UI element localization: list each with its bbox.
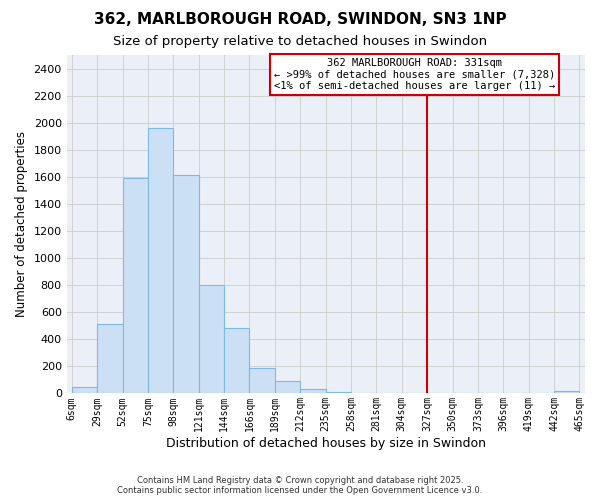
Bar bbox=[224, 328, 250, 394]
Bar bbox=[199, 285, 224, 394]
Text: Contains HM Land Registry data © Crown copyright and database right 2025.
Contai: Contains HM Land Registry data © Crown c… bbox=[118, 476, 482, 495]
Bar bbox=[72, 386, 97, 394]
Y-axis label: Number of detached properties: Number of detached properties bbox=[15, 131, 28, 317]
Text: 362, MARLBOROUGH ROAD, SWINDON, SN3 1NP: 362, MARLBOROUGH ROAD, SWINDON, SN3 1NP bbox=[94, 12, 506, 28]
Bar bbox=[173, 176, 199, 394]
X-axis label: Distribution of detached houses by size in Swindon: Distribution of detached houses by size … bbox=[166, 437, 485, 450]
Bar bbox=[250, 368, 275, 394]
Bar bbox=[554, 392, 580, 394]
Bar bbox=[148, 128, 173, 394]
Bar bbox=[97, 324, 122, 394]
Bar bbox=[326, 392, 351, 394]
Bar bbox=[300, 388, 326, 394]
Text: Size of property relative to detached houses in Swindon: Size of property relative to detached ho… bbox=[113, 35, 487, 48]
Bar bbox=[122, 178, 148, 394]
Bar bbox=[275, 381, 300, 394]
Text: 362 MARLBOROUGH ROAD: 331sqm
← >99% of detached houses are smaller (7,328)
<1% o: 362 MARLBOROUGH ROAD: 331sqm ← >99% of d… bbox=[274, 58, 555, 91]
